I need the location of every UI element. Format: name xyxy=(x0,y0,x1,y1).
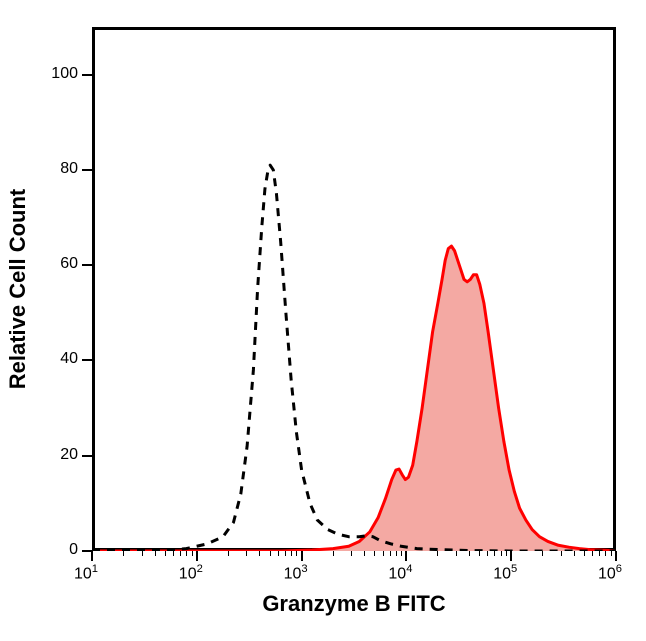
x-axis-label: Granzyme B FITC xyxy=(262,591,445,617)
x-tick-mark xyxy=(196,551,198,561)
y-tick-label: 100 xyxy=(51,65,78,83)
x-minor-tick xyxy=(173,551,174,556)
x-minor-tick xyxy=(383,551,384,556)
x-tick-label: 105 xyxy=(493,563,517,583)
control-line xyxy=(92,165,616,551)
x-minor-tick xyxy=(506,551,507,556)
x-minor-tick xyxy=(333,551,334,556)
x-tick-label: 101 xyxy=(74,563,98,583)
y-tick-mark xyxy=(82,359,92,361)
x-minor-tick xyxy=(364,551,365,556)
y-tick-label: 0 xyxy=(69,541,78,559)
y-tick-mark xyxy=(82,455,92,457)
x-minor-tick xyxy=(542,551,543,556)
flow-cytometry-histogram: Relative Cell Count Granzyme B FITC 0 20 4… xyxy=(0,0,646,641)
x-minor-tick xyxy=(296,551,297,556)
x-minor-tick xyxy=(611,551,612,556)
y-tick-label: 60 xyxy=(60,255,78,273)
y-tick-label: 40 xyxy=(60,350,78,368)
x-minor-tick xyxy=(437,551,438,556)
y-tick-label: 20 xyxy=(60,446,78,464)
x-tick-label: 104 xyxy=(388,563,412,583)
x-minor-tick xyxy=(285,551,286,556)
x-minor-tick xyxy=(494,551,495,556)
x-minor-tick xyxy=(270,551,271,556)
y-tick-mark xyxy=(82,264,92,266)
x-minor-tick xyxy=(501,551,502,556)
x-tick-mark xyxy=(301,551,303,561)
x-minor-tick xyxy=(246,551,247,556)
x-minor-tick xyxy=(396,551,397,556)
stained-fill xyxy=(92,246,616,551)
x-minor-tick xyxy=(401,551,402,556)
x-minor-tick xyxy=(584,551,585,556)
x-minor-tick xyxy=(259,551,260,556)
x-minor-tick xyxy=(592,551,593,556)
x-tick-mark xyxy=(510,551,512,561)
y-tick-label: 80 xyxy=(60,160,78,178)
x-minor-tick xyxy=(374,551,375,556)
x-minor-tick xyxy=(278,551,279,556)
x-minor-tick xyxy=(487,551,488,556)
x-tick-label: 103 xyxy=(284,563,308,583)
x-minor-tick xyxy=(291,551,292,556)
chart-svg xyxy=(0,0,646,641)
y-tick-mark xyxy=(82,74,92,76)
x-tick-label: 102 xyxy=(179,563,203,583)
x-minor-tick xyxy=(186,551,187,556)
x-minor-tick xyxy=(605,551,606,556)
x-minor-tick xyxy=(561,551,562,556)
x-minor-tick xyxy=(469,551,470,556)
y-tick-mark xyxy=(82,169,92,171)
x-minor-tick xyxy=(390,551,391,556)
stained-line xyxy=(92,246,616,551)
x-minor-tick xyxy=(192,551,193,556)
x-tick-mark xyxy=(405,551,407,561)
x-tick-mark xyxy=(615,551,617,561)
x-tick-mark xyxy=(91,551,93,561)
x-minor-tick xyxy=(142,551,143,556)
x-minor-tick xyxy=(351,551,352,556)
x-minor-tick xyxy=(155,551,156,556)
x-minor-tick xyxy=(228,551,229,556)
x-minor-tick xyxy=(180,551,181,556)
x-minor-tick xyxy=(123,551,124,556)
y-axis-label: Relative Cell Count xyxy=(5,189,31,389)
x-minor-tick xyxy=(165,551,166,556)
x-minor-tick xyxy=(574,551,575,556)
x-minor-tick xyxy=(599,551,600,556)
x-minor-tick xyxy=(456,551,457,556)
x-minor-tick xyxy=(479,551,480,556)
x-tick-label: 106 xyxy=(598,563,622,583)
